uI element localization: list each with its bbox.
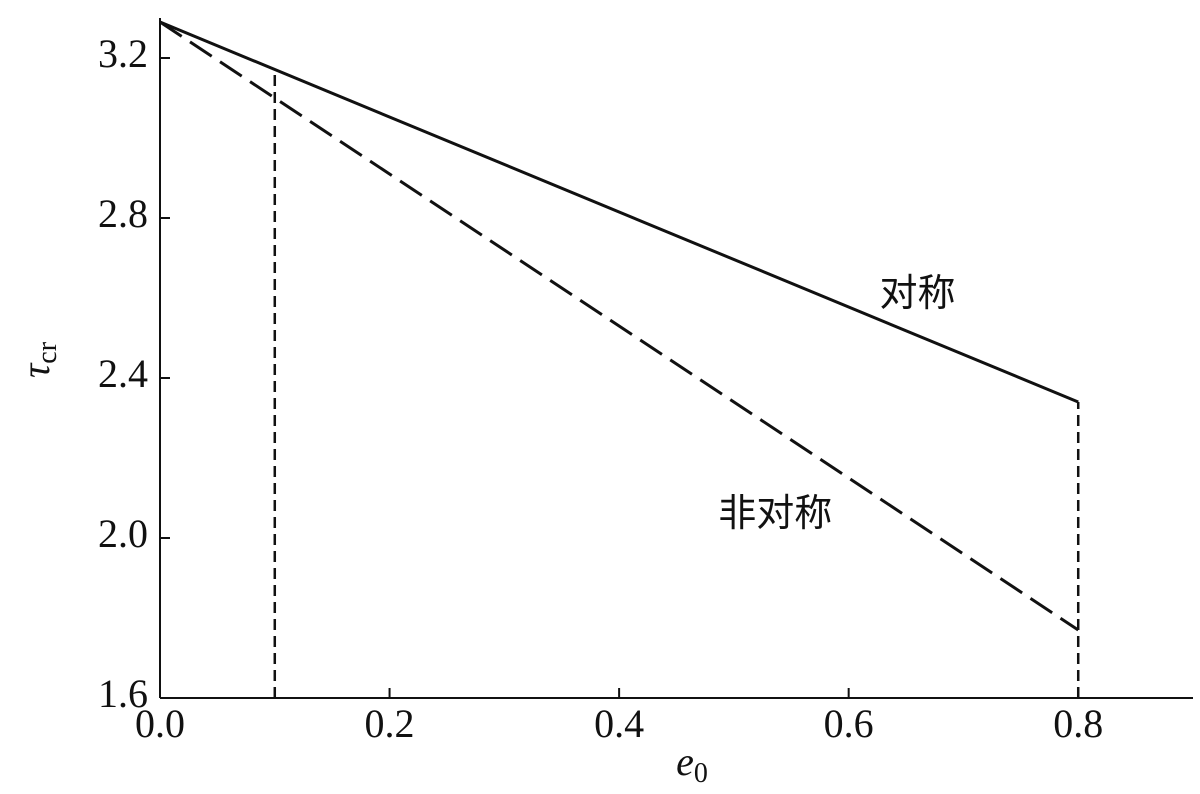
- x-axis-label: e0: [676, 739, 708, 789]
- x-tick-label: 0.0: [135, 701, 185, 746]
- y-tick-label: 2.4: [98, 351, 148, 396]
- y-label-sub: cr: [32, 341, 63, 363]
- y-tick-label: 1.6: [98, 671, 148, 716]
- series-label: 非对称: [718, 491, 832, 535]
- y-axis-label: τcr: [13, 341, 63, 378]
- series-line: [159, 20, 1079, 404]
- y-tick-label: 3.2: [98, 31, 148, 76]
- x-tick-label: 0.4: [594, 701, 644, 746]
- y-tick-label: 2.8: [98, 191, 148, 236]
- x-tick-label: 0.8: [1053, 701, 1103, 746]
- x-label-main: e: [676, 739, 694, 784]
- y-label-main: τ: [13, 362, 58, 378]
- x-tick-label: 0.6: [824, 701, 874, 746]
- y-tick-label: 2.0: [98, 511, 148, 556]
- series-line: [159, 20, 1080, 632]
- x-tick-label: 0.2: [365, 701, 415, 746]
- series-label: 对称: [880, 271, 956, 315]
- x-label-sub: 0: [694, 758, 708, 789]
